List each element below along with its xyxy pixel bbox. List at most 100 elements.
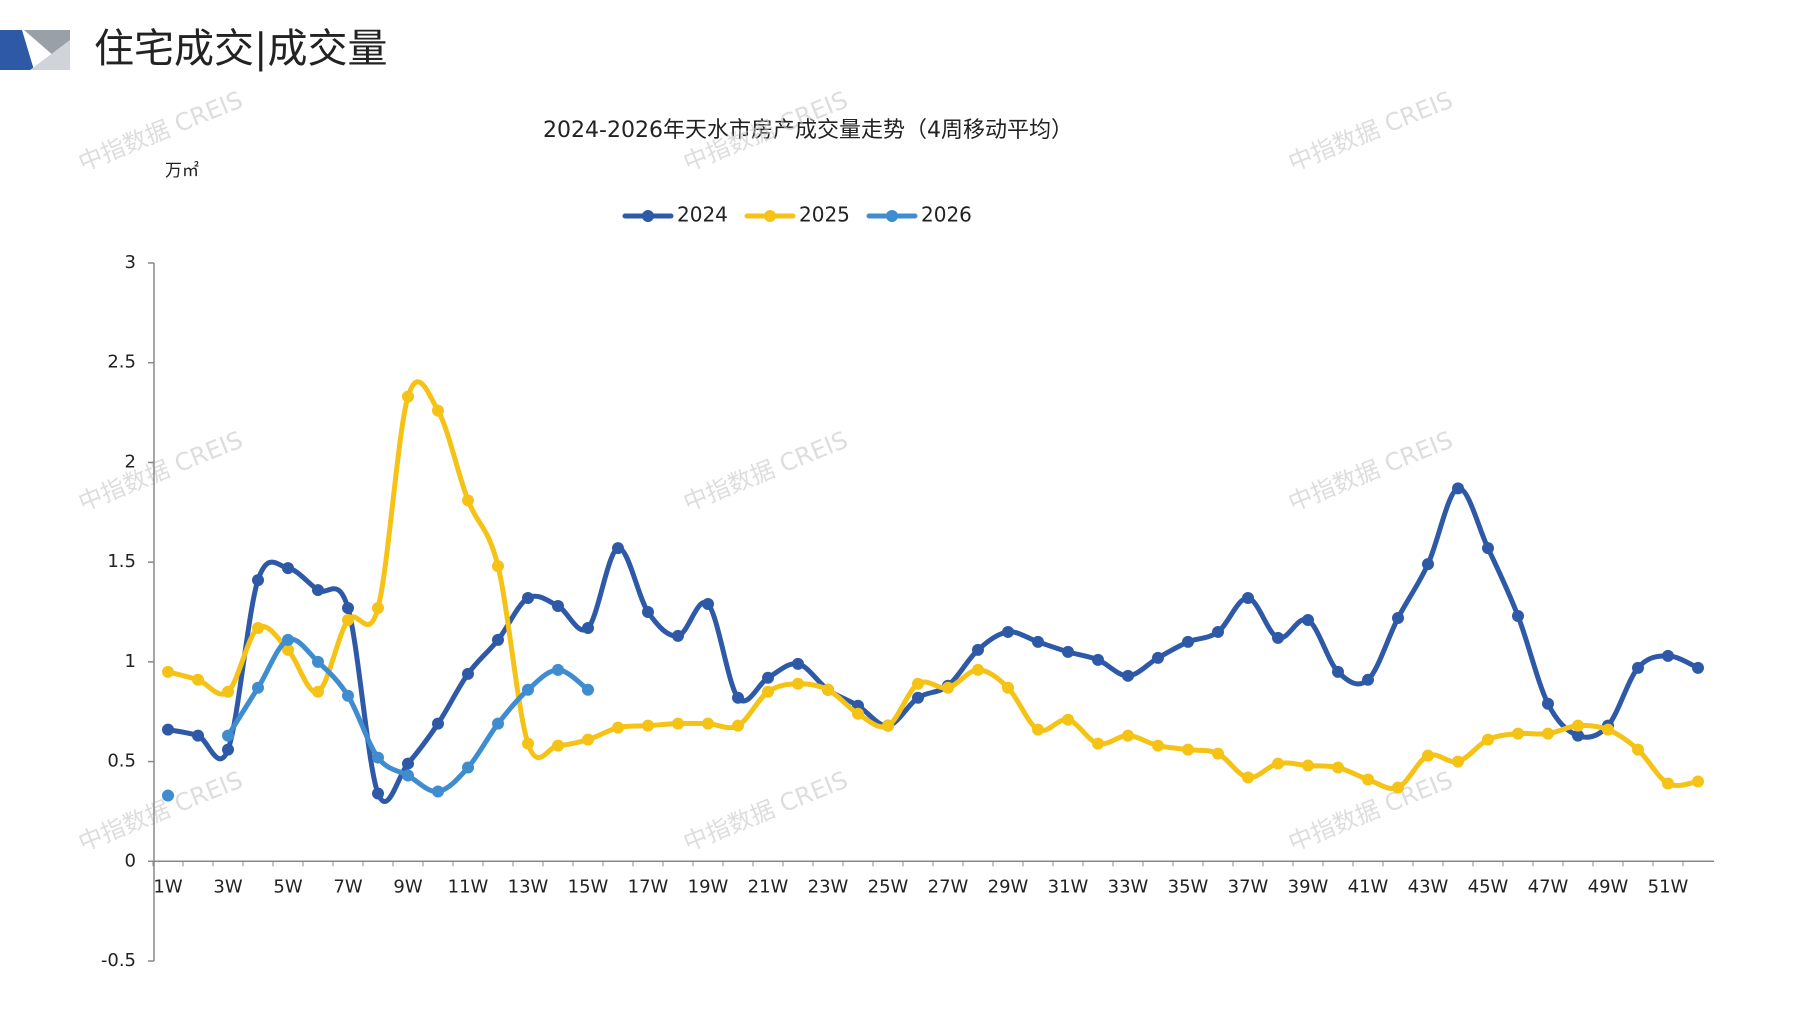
legend-swatch: [886, 210, 898, 222]
data-point: [192, 729, 204, 742]
data-point: [192, 673, 204, 686]
x-tick-label: 9W: [393, 876, 422, 897]
data-point: [1452, 482, 1464, 495]
data-point: [612, 721, 624, 734]
data-point: [282, 643, 294, 656]
data-point: [882, 719, 894, 732]
data-point: [372, 787, 384, 800]
data-point: [1482, 542, 1494, 555]
data-point: [582, 621, 594, 634]
data-point: [972, 663, 984, 676]
data-point: [222, 685, 234, 698]
x-tick-label: 37W: [1228, 876, 1269, 897]
data-point: [312, 655, 324, 668]
data-point: [582, 683, 594, 696]
data-point: [1182, 743, 1194, 756]
data-point: [1122, 669, 1134, 682]
data-point: [282, 562, 294, 575]
data-point: [672, 629, 684, 642]
data-point: [462, 494, 474, 507]
data-point: [642, 719, 654, 732]
data-point: [1002, 681, 1014, 694]
data-point: [432, 785, 444, 798]
x-tick-label: 11W: [448, 876, 489, 897]
watermark: 中指数据 CREIS: [679, 426, 851, 517]
data-point: [1212, 625, 1224, 638]
x-tick-label: 41W: [1348, 876, 1389, 897]
data-point: [1212, 747, 1224, 760]
data-point: [852, 707, 864, 720]
watermark: 中指数据 CREIS: [74, 86, 246, 177]
x-tick-label: 43W: [1408, 876, 1449, 897]
data-point: [1242, 771, 1254, 784]
data-point: [162, 789, 174, 802]
y-tick-label: 1: [125, 651, 136, 672]
data-point: [1062, 645, 1074, 658]
data-point: [1692, 775, 1704, 788]
data-point: [1632, 661, 1644, 674]
data-point: [1302, 759, 1314, 772]
x-tick-label: 5W: [273, 876, 302, 897]
data-point: [372, 751, 384, 764]
x-tick-label: 21W: [748, 876, 789, 897]
y-tick-label: -0.5: [101, 950, 136, 971]
y-tick-label: 0: [125, 850, 136, 871]
header-icon: [30, 40, 70, 70]
data-point: [792, 657, 804, 670]
data-point: [1452, 755, 1464, 768]
data-point: [1152, 739, 1164, 752]
chart-title: 2024-2026年天水市房产成交量走势（4周移动平均）: [543, 118, 1073, 143]
data-point: [552, 600, 564, 613]
x-tick-label: 31W: [1048, 876, 1089, 897]
data-point: [162, 723, 174, 736]
data-point: [522, 592, 534, 605]
y-unit: 万㎡: [165, 161, 199, 181]
x-tick-label: 19W: [688, 876, 729, 897]
legend-label: 2026: [921, 203, 972, 227]
data-point: [402, 390, 414, 403]
watermark: 中指数据 CREIS: [1284, 426, 1456, 517]
data-point: [1662, 649, 1674, 662]
data-point: [702, 717, 714, 730]
data-point: [1032, 635, 1044, 648]
watermarks: 中指数据 CREIS 中指数据 CREIS 中指数据 CREIS 中指数据 CREIS…: [74, 86, 1456, 857]
watermark: 中指数据 CREIS: [74, 426, 246, 517]
y-tick-label: 2: [125, 451, 136, 472]
x-tick-label: 1W: [153, 876, 182, 897]
data-point: [1332, 665, 1344, 678]
data-point: [762, 671, 774, 684]
data-point: [282, 633, 294, 646]
data-point: [702, 598, 714, 611]
data-point: [552, 739, 564, 752]
data-point: [1392, 611, 1404, 624]
data-point: [552, 663, 564, 676]
data-point: [732, 719, 744, 732]
data-point: [252, 681, 264, 694]
data-point: [1272, 631, 1284, 644]
x-tick-label: 17W: [628, 876, 669, 897]
data-point: [492, 560, 504, 573]
header-title: 住宅成交|成交量: [94, 26, 387, 72]
data-point: [462, 761, 474, 774]
x-tick-label: 51W: [1648, 876, 1689, 897]
legend-swatch: [764, 210, 776, 222]
data-point: [492, 633, 504, 646]
data-point: [1572, 719, 1584, 732]
data-point: [1392, 781, 1404, 794]
data-point: [312, 584, 324, 597]
legend-label: 2024: [677, 203, 728, 227]
data-point: [1092, 737, 1104, 750]
data-point: [912, 677, 924, 690]
y-tick-label: 2.5: [107, 352, 136, 373]
y-tick-label: 3: [125, 252, 136, 273]
data-point: [312, 685, 324, 698]
data-point: [1032, 723, 1044, 736]
data-point: [522, 737, 534, 750]
x-tick-label: 13W: [508, 876, 549, 897]
data-point: [492, 717, 504, 730]
data-point: [1422, 558, 1434, 571]
x-tick-label: 27W: [928, 876, 969, 897]
legend-label: 2025: [799, 203, 850, 227]
x-tick-label: 39W: [1288, 876, 1329, 897]
